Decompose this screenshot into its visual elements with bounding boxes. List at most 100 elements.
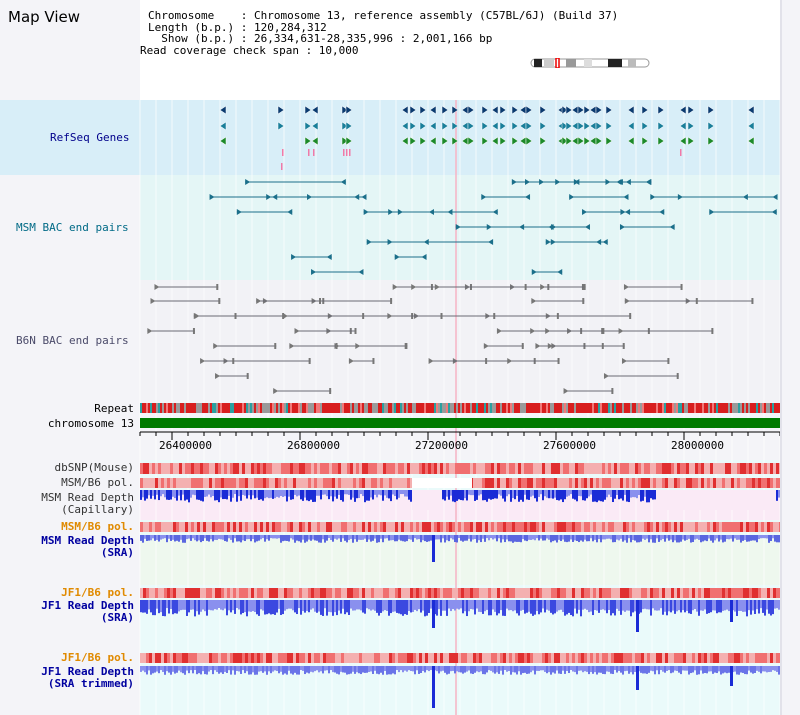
jf1-b6-pol-trim-label[interactable]: JF1/B6 pol.: [61, 651, 134, 664]
depth-bar: [756, 600, 758, 610]
pol-cell: [611, 478, 614, 488]
gene-tick: [313, 149, 315, 156]
refseq-genes-label[interactable]: RefSeq Genes: [50, 131, 130, 144]
pol-cell: [398, 653, 401, 663]
depth-bar: [252, 490, 254, 496]
depth-bar: [266, 666, 268, 675]
depth-bar: [444, 666, 446, 673]
pol-cell: [725, 588, 728, 598]
depth-bar: [532, 535, 534, 540]
repeat-segment: [162, 403, 164, 413]
pol-cell: [776, 522, 779, 532]
depth-bar: [206, 490, 208, 497]
depth-bar: [768, 666, 770, 673]
depth-bar: [600, 490, 602, 502]
pol-cell: [227, 522, 230, 532]
msm-b6-pol-label[interactable]: MSM/B6 pol.: [61, 476, 134, 489]
depth-bar: [352, 490, 354, 498]
pol-cell: [197, 522, 200, 532]
depth-bar: [764, 535, 766, 539]
depth-bar: [538, 535, 540, 541]
msm-read-depth-capillary-label[interactable]: MSM Read Depth (Capillary): [0, 492, 134, 516]
depth-bar: [762, 600, 764, 613]
depth-bar: [140, 490, 142, 500]
pol-cell: [446, 653, 449, 663]
pol-cell: [311, 478, 314, 488]
depth-bar: [518, 666, 520, 672]
gene-arrow: [311, 136, 319, 146]
jf1-b6-pol-label[interactable]: JF1/B6 pol.: [61, 586, 134, 599]
msm-b6-pol-sra-label[interactable]: MSM/B6 pol.: [61, 520, 134, 533]
repeat-segment: [740, 403, 742, 413]
pol-cell: [503, 653, 506, 663]
pol-cell: [620, 653, 623, 663]
pol-cell: [524, 478, 527, 488]
pol-cell: [260, 588, 263, 598]
pol-cell: [557, 522, 560, 532]
gene-arrow: [341, 136, 349, 146]
depth-bar: [590, 490, 592, 495]
msm-read-depth-sra-label[interactable]: MSM Read Depth (SRA): [0, 535, 134, 559]
repeat-segment: [214, 403, 216, 413]
pol-cell: [377, 588, 380, 598]
depth-bar: [564, 535, 566, 542]
depth-bar: [682, 666, 684, 671]
depth-bar: [586, 666, 588, 672]
depth-bar: [478, 666, 480, 673]
depth-bar: [340, 666, 342, 672]
depth-bar: [330, 535, 332, 541]
pol-cell: [611, 522, 614, 532]
pol-cell: [455, 588, 458, 598]
depth-bar: [534, 600, 536, 615]
pol-cell: [146, 588, 149, 598]
pol-cell: [365, 522, 368, 532]
jf1-read-depth-trimmed-label[interactable]: JF1 Read Depth (SRA trimmed): [0, 666, 134, 690]
repeat-segment: [606, 403, 608, 413]
depth-bar: [648, 535, 650, 543]
pol-cell: [197, 478, 200, 488]
pol-cell: [656, 522, 659, 532]
depth-bar: [194, 535, 196, 541]
depth-bar: [544, 535, 546, 541]
chromosome-ideogram[interactable]: [530, 53, 650, 69]
depth-bar: [494, 490, 496, 499]
b6n-bac-end: [507, 358, 513, 364]
msm-bac-end-pairs-label[interactable]: MSM BAC end pairs: [16, 221, 129, 234]
pol-cell: [626, 463, 629, 474]
depth-bar: [306, 535, 308, 542]
depth-bar: [350, 535, 352, 539]
msm-bac-end: [272, 194, 278, 200]
gene-arrow: [627, 136, 635, 146]
msm-bac-end: [645, 179, 651, 185]
b6n-bac-end-pairs-label[interactable]: B6N BAC end pairs: [16, 334, 129, 347]
pol-cell: [605, 478, 608, 488]
pol-cell: [221, 588, 224, 598]
pol-cell: [455, 463, 458, 474]
msm-bac-end: [659, 209, 665, 215]
jf1-read-depth-sra-label[interactable]: JF1 Read Depth (SRA): [0, 600, 134, 624]
repeat-segment: [562, 403, 564, 413]
pol-cell: [740, 463, 743, 474]
pol-cell: [377, 522, 380, 532]
b6n-bac-end: [147, 328, 153, 334]
repeat-segment: [514, 403, 516, 413]
pol-cell: [347, 478, 350, 488]
pol-cell: [383, 653, 386, 663]
pol-cell: [407, 522, 410, 532]
pol-cell: [578, 522, 581, 532]
pol-cell: [413, 653, 416, 663]
dbsnp-label[interactable]: dbSNP(Mouse): [54, 461, 134, 474]
depth-bar: [264, 535, 266, 542]
repeat-segment: [438, 403, 440, 413]
depth-bar: [736, 535, 738, 540]
depth-bar: [614, 666, 616, 671]
pol-cell: [767, 588, 770, 598]
depth-bar: [474, 535, 476, 539]
pol-cell: [323, 478, 326, 488]
pol-cell: [149, 478, 152, 488]
gene-arrow: [481, 136, 489, 146]
pol-cell: [272, 463, 275, 474]
depth-bar: [406, 490, 408, 497]
depth-bar: [196, 535, 198, 542]
pol-cell: [152, 463, 155, 474]
